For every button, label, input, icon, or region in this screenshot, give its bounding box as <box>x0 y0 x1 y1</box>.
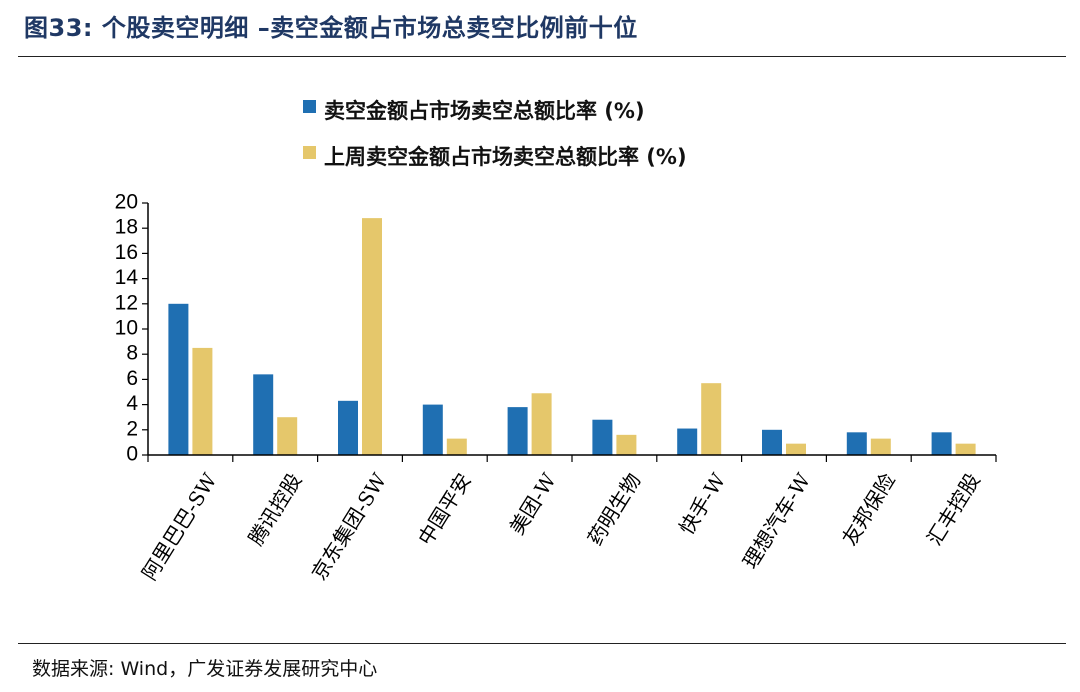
legend-label-2: 上周卖空金额占市场卖空总额比率 (%) <box>324 145 687 169</box>
bar-series1-6 <box>592 419 613 455</box>
x-tick-label-10: 汇丰控股 <box>922 469 985 550</box>
y-tick-label-5: 8 <box>126 342 138 365</box>
legend-swatch-2 <box>303 146 316 159</box>
bar-series2-7 <box>701 383 722 455</box>
y-tick-label-9: 16 <box>115 241 138 264</box>
y-tick-label-7: 12 <box>115 291 138 314</box>
bar-series1-2 <box>253 374 274 455</box>
bar-series1-5 <box>507 407 528 455</box>
x-tick-label-5: 美团-W <box>505 469 561 539</box>
y-tick-label-4: 6 <box>126 367 138 390</box>
x-tick-label-3: 京东集团-SW <box>307 469 392 585</box>
bar-series1-10 <box>931 432 952 455</box>
bar-series1-8 <box>762 429 782 455</box>
top-rule <box>18 56 1066 57</box>
figure-title: 图33: 个股卖空明细 –卖空金额占市场总卖空比例前十位 <box>24 14 638 42</box>
bar-series1-3 <box>338 400 358 455</box>
bar-series2-3 <box>362 218 382 455</box>
x-tick-label-8: 理想汽车-W <box>738 469 815 573</box>
legend-label-1: 卖空金额占市场卖空总额比率 (%) <box>324 99 645 123</box>
bar-series1-7 <box>677 428 698 455</box>
bar-chart: 卖空金额占市场卖空总额比率 (%) 上周卖空金额占市场卖空总额比率 (%) 0 24… <box>115 99 997 585</box>
bar-series2-5 <box>531 393 552 455</box>
source-note: 数据来源: Wind，广发证券发展研究中心 <box>32 658 378 680</box>
x-tick-label-6: 药明生物 <box>583 469 646 550</box>
x-tick-label-4: 中国平安 <box>413 469 476 550</box>
bar-series1-4 <box>422 404 443 455</box>
bar-series2-2 <box>277 417 298 455</box>
bar-series2-9 <box>870 438 891 455</box>
y-tick-label-10: 18 <box>115 216 138 239</box>
x-axis: 阿里巴巴-SW 腾讯控股 京东集团-SW 中国平安 美团-W 药明生物 快手-W 理想汽车-W… <box>137 454 997 585</box>
bar-series1-9 <box>846 432 867 455</box>
y-tick-label-2: 2 <box>126 417 138 440</box>
bar-series2-1 <box>192 347 213 455</box>
bars <box>168 218 976 455</box>
legend-swatch-1 <box>303 100 316 113</box>
bar-series2-10 <box>955 443 976 455</box>
bar-series2-4 <box>446 438 467 455</box>
legend: 卖空金额占市场卖空总额比率 (%) 上周卖空金额占市场卖空总额比率 (%) <box>303 99 687 169</box>
x-tick-label-7: 快手-W <box>674 469 730 539</box>
bar-series2-6 <box>616 434 637 455</box>
y-tick-label-3: 4 <box>126 392 138 415</box>
y-tick-label-6: 10 <box>115 317 138 340</box>
bar-series2-8 <box>786 443 806 455</box>
y-tick-label-11: 20 <box>115 191 138 214</box>
bottom-rule <box>18 643 1066 644</box>
y-tick-label-8: 14 <box>115 266 139 289</box>
y-tick-label-1: 0 <box>126 443 138 466</box>
x-tick-label-2: 腾讯控股 <box>244 469 307 550</box>
bar-series1-1 <box>168 303 189 455</box>
x-tick-label-1: 阿里巴巴-SW <box>137 469 222 585</box>
x-tick-label-9: 友邦保险 <box>837 469 900 550</box>
